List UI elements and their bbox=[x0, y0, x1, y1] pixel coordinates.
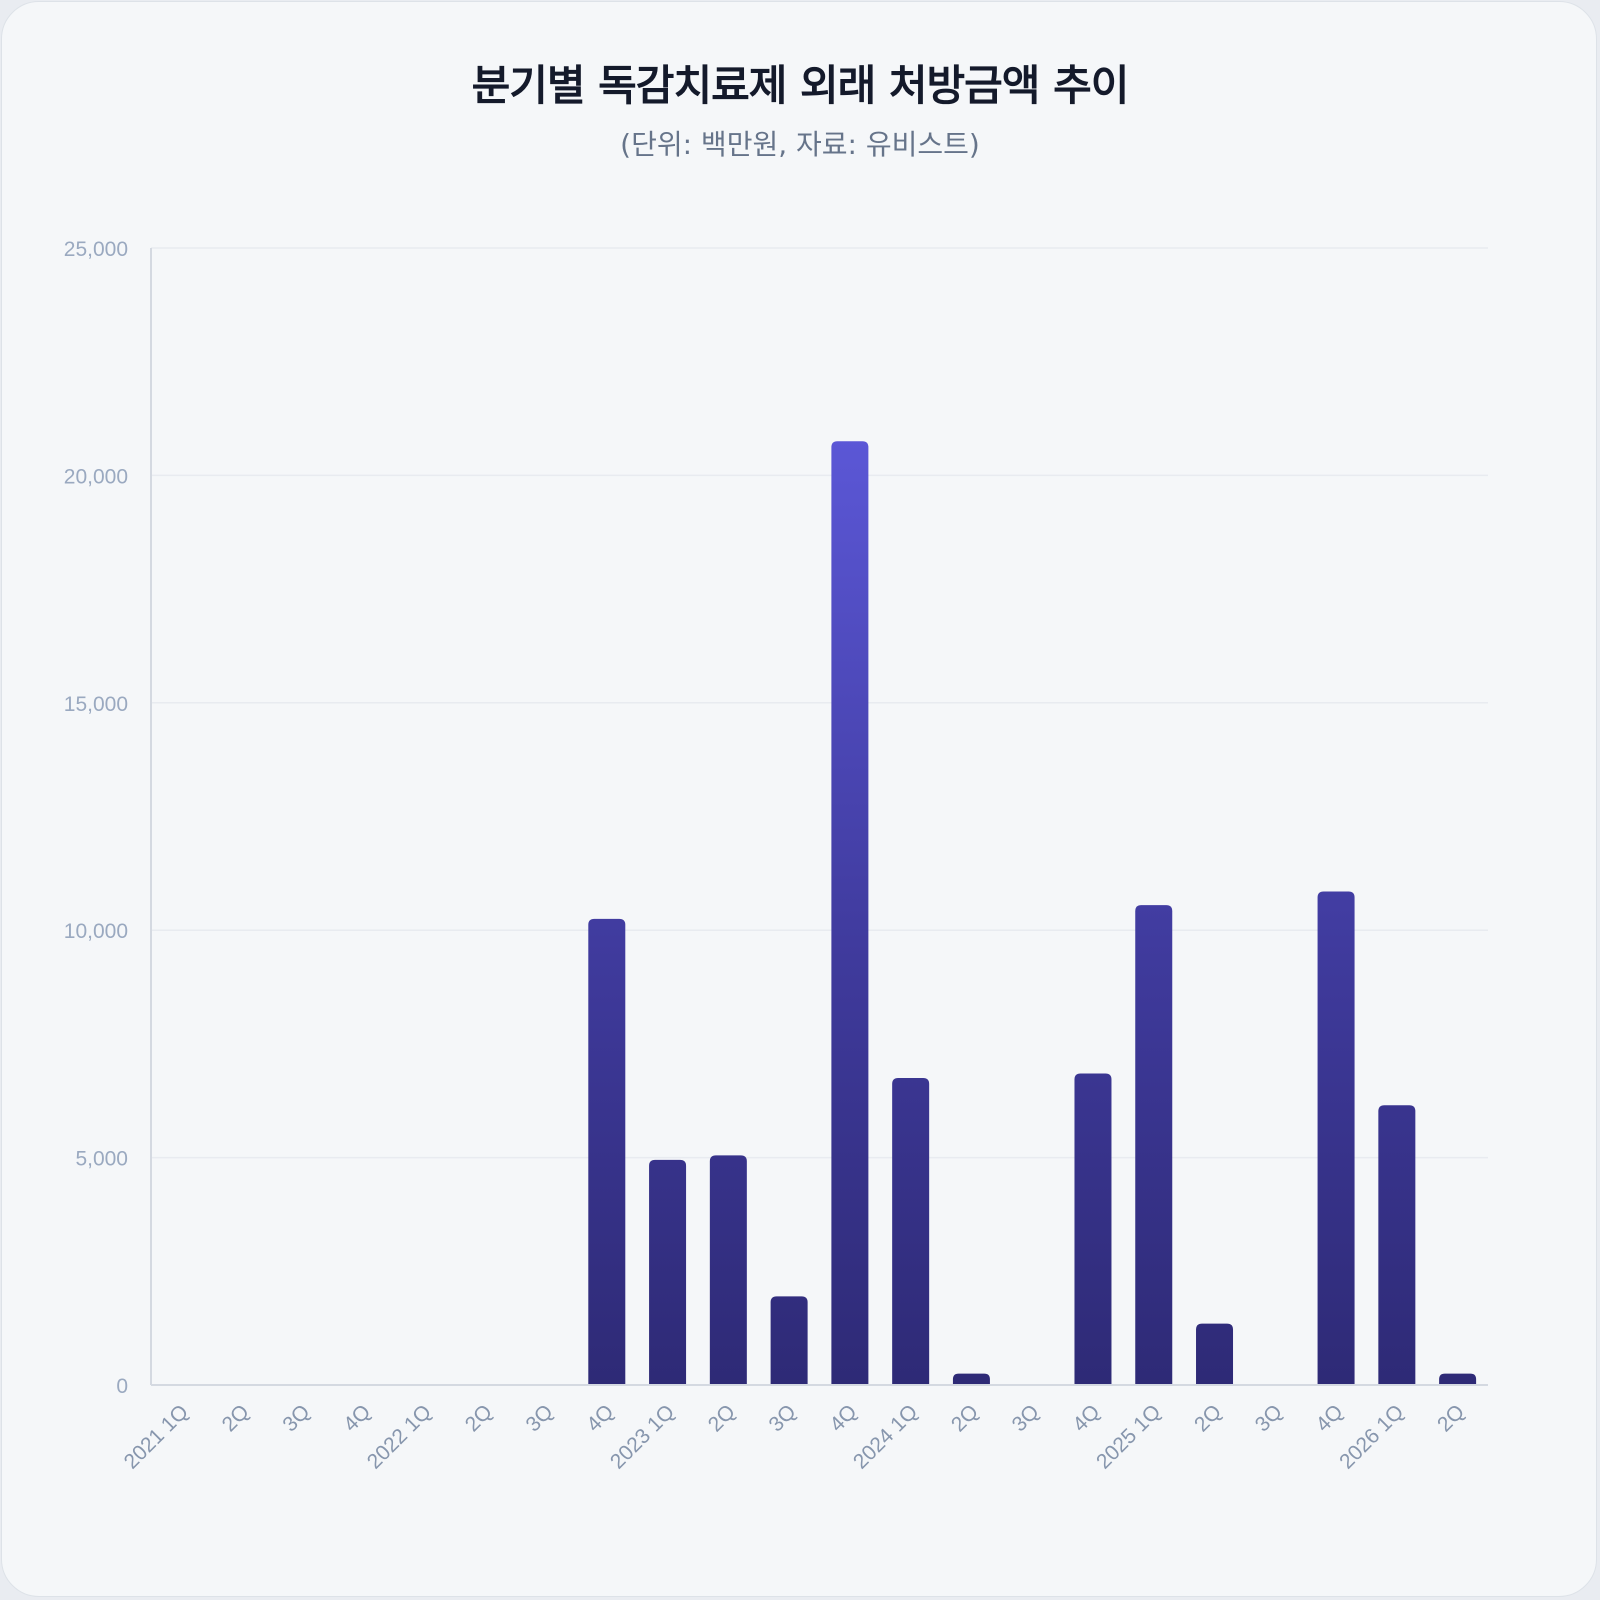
x-tick-label: 4Q bbox=[582, 1400, 618, 1436]
x-tick-label: 4Q bbox=[1312, 1400, 1348, 1436]
x-tick-label: 2023 1Q bbox=[606, 1400, 679, 1473]
x-tick-label: 3Q bbox=[278, 1400, 314, 1436]
x-tick-label: 2Q bbox=[218, 1400, 254, 1436]
x-tick-label: 3Q bbox=[521, 1400, 557, 1436]
x-tick-label: 2024 1Q bbox=[849, 1400, 922, 1473]
y-tick-label: 5,000 bbox=[75, 1148, 128, 1171]
bar[interactable] bbox=[588, 918, 626, 1385]
bar[interactable] bbox=[1378, 1105, 1416, 1385]
bar[interactable] bbox=[1317, 891, 1355, 1385]
x-tick-label: 3Q bbox=[1251, 1400, 1287, 1436]
bar[interactable] bbox=[831, 441, 869, 1385]
bar[interactable] bbox=[892, 1078, 930, 1385]
bar[interactable] bbox=[952, 1373, 990, 1385]
x-tick-label: 2Q bbox=[461, 1400, 497, 1436]
x-tick-label: 2Q bbox=[704, 1400, 740, 1436]
bar[interactable] bbox=[1074, 1073, 1112, 1385]
x-tick-label: 3Q bbox=[765, 1400, 801, 1436]
bar[interactable] bbox=[1196, 1323, 1234, 1385]
bar[interactable] bbox=[1439, 1373, 1477, 1385]
x-tick-label: 2Q bbox=[1433, 1400, 1469, 1436]
x-tick-label: 2022 1Q bbox=[363, 1400, 436, 1473]
x-tick-label: 3Q bbox=[1008, 1400, 1044, 1436]
bar[interactable] bbox=[770, 1296, 808, 1385]
chart-subtitle: (단위: 백만원, 자료: 유비스트) bbox=[620, 128, 980, 161]
bar[interactable] bbox=[1135, 905, 1173, 1385]
y-tick-label: 10,000 bbox=[64, 920, 128, 943]
x-tick-label: 2021 1Q bbox=[120, 1400, 193, 1473]
bar[interactable] bbox=[709, 1155, 747, 1385]
chart-title: 분기별 독감치료제 외래 처방금액 추이 bbox=[471, 61, 1130, 110]
x-tick-label: 2025 1Q bbox=[1092, 1400, 1165, 1473]
x-tick-label: 4Q bbox=[1068, 1400, 1104, 1436]
bar[interactable] bbox=[649, 1159, 687, 1385]
x-tick-label: 2Q bbox=[947, 1400, 983, 1436]
x-tick-label: 2026 1Q bbox=[1335, 1400, 1408, 1473]
x-tick-label: 4Q bbox=[339, 1400, 375, 1436]
y-tick-label: 25,000 bbox=[64, 238, 128, 261]
y-tick-label: 15,000 bbox=[64, 693, 128, 716]
x-tick-label: 2Q bbox=[1190, 1400, 1226, 1436]
x-tick-label: 4Q bbox=[825, 1400, 861, 1436]
y-tick-label: 0 bbox=[116, 1375, 128, 1398]
y-tick-label: 20,000 bbox=[64, 465, 128, 488]
